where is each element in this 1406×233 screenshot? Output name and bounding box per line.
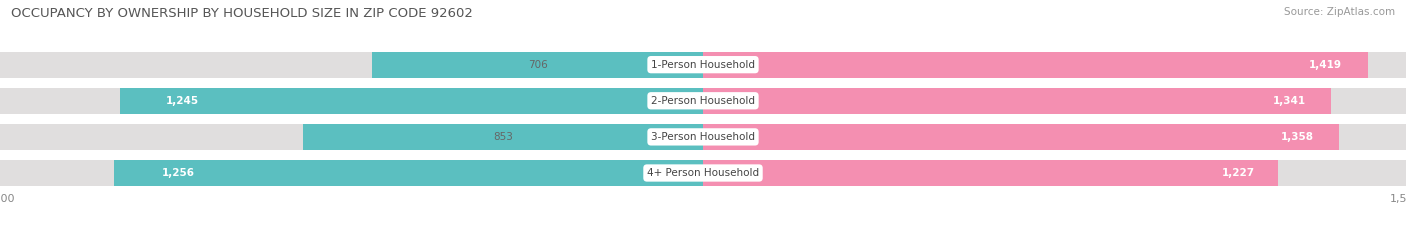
- Text: 1,256: 1,256: [162, 168, 194, 178]
- Text: Source: ZipAtlas.com: Source: ZipAtlas.com: [1284, 7, 1395, 17]
- Bar: [703, 124, 1340, 150]
- Text: 1-Person Household: 1-Person Household: [651, 60, 755, 70]
- Text: 1,245: 1,245: [166, 96, 200, 106]
- Text: 1,227: 1,227: [1222, 168, 1256, 178]
- Bar: [0, 124, 703, 150]
- Bar: [703, 160, 1406, 186]
- Text: 4+ Person Household: 4+ Person Household: [647, 168, 759, 178]
- Bar: [373, 52, 703, 78]
- Text: 1,358: 1,358: [1281, 132, 1315, 142]
- Bar: [703, 52, 1406, 78]
- Bar: [0, 52, 703, 78]
- Bar: [0, 88, 703, 114]
- Bar: [120, 88, 703, 114]
- Text: 1,341: 1,341: [1274, 96, 1306, 106]
- Text: OCCUPANCY BY OWNERSHIP BY HOUSEHOLD SIZE IN ZIP CODE 92602: OCCUPANCY BY OWNERSHIP BY HOUSEHOLD SIZE…: [11, 7, 474, 20]
- Bar: [703, 160, 1278, 186]
- Bar: [703, 52, 1368, 78]
- Text: 853: 853: [494, 132, 513, 142]
- Bar: [703, 88, 1406, 114]
- Bar: [703, 88, 1331, 114]
- Text: 2-Person Household: 2-Person Household: [651, 96, 755, 106]
- Text: 3-Person Household: 3-Person Household: [651, 132, 755, 142]
- Text: 1,419: 1,419: [1309, 60, 1341, 70]
- Text: 706: 706: [527, 60, 547, 70]
- Bar: [114, 160, 703, 186]
- Bar: [304, 124, 703, 150]
- Bar: [703, 124, 1406, 150]
- Bar: [0, 160, 703, 186]
